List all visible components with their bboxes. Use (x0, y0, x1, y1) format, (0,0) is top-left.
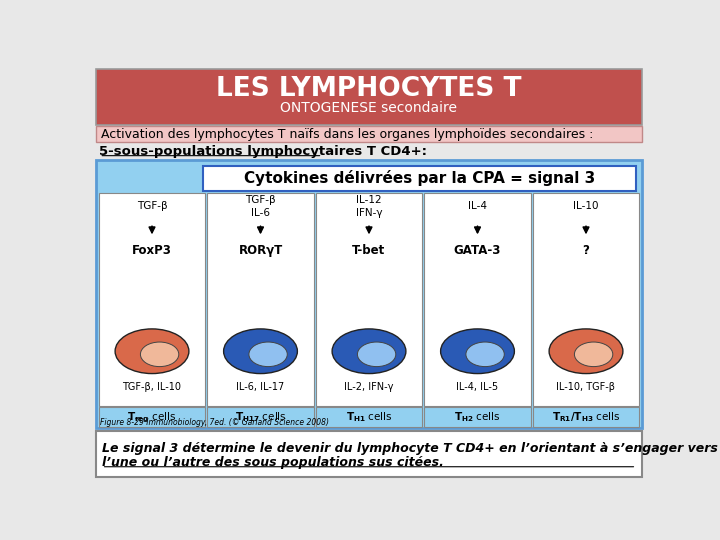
FancyBboxPatch shape (315, 193, 423, 406)
Text: IL-6, IL-17: IL-6, IL-17 (236, 382, 284, 393)
Ellipse shape (441, 329, 514, 374)
Text: GATA-3: GATA-3 (454, 244, 501, 257)
Text: $\mathbf{T_{H2}}$ cells: $\mathbf{T_{H2}}$ cells (454, 410, 501, 424)
FancyBboxPatch shape (533, 193, 639, 406)
Text: TGF-β
IL-6: TGF-β IL-6 (246, 195, 276, 218)
Text: Le signal 3 détermine le devenir du lymphocyte T CD4+ en l’orientant à s’engager: Le signal 3 détermine le devenir du lymp… (102, 442, 718, 455)
FancyBboxPatch shape (96, 430, 642, 477)
Ellipse shape (549, 329, 623, 374)
Text: TGF-β: TGF-β (137, 201, 167, 212)
Ellipse shape (357, 342, 396, 367)
Ellipse shape (249, 342, 287, 367)
Text: IL-12
IFN-γ: IL-12 IFN-γ (356, 195, 382, 218)
Ellipse shape (140, 342, 179, 367)
FancyBboxPatch shape (424, 408, 531, 428)
FancyBboxPatch shape (99, 193, 205, 406)
FancyBboxPatch shape (203, 166, 636, 191)
FancyBboxPatch shape (99, 408, 205, 428)
Text: $\mathbf{T_{reg}}$ cells: $\mathbf{T_{reg}}$ cells (127, 410, 176, 424)
Text: T-bet: T-bet (352, 244, 386, 257)
Text: Activation des lymphocytes T naïfs dans les organes lymphoïdes secondaires :: Activation des lymphocytes T naïfs dans … (101, 127, 593, 140)
FancyBboxPatch shape (96, 160, 642, 428)
Text: 5-sous-populations lymphocytaires T CD4+:: 5-sous-populations lymphocytaires T CD4+… (99, 145, 427, 158)
Ellipse shape (575, 342, 613, 367)
FancyBboxPatch shape (207, 193, 314, 406)
Text: IL-10, TGF-β: IL-10, TGF-β (557, 382, 616, 393)
Text: LES LYMPHOCYTES T: LES LYMPHOCYTES T (216, 77, 522, 103)
Text: Figure 8-29 Immunobiology, 7ed. (© Garland Science 2008): Figure 8-29 Immunobiology, 7ed. (© Garla… (100, 418, 329, 427)
Text: IL-2, IFN-γ: IL-2, IFN-γ (344, 382, 394, 393)
Text: $\mathbf{T_{H17}}$ cells: $\mathbf{T_{H17}}$ cells (235, 410, 287, 424)
Text: $\mathbf{T_{R1}/T_{H3}}$ cells: $\mathbf{T_{R1}/T_{H3}}$ cells (552, 410, 621, 424)
Text: ONTOGENESE secondaire: ONTOGENESE secondaire (281, 101, 457, 115)
Text: $\mathbf{T_{H1}}$ cells: $\mathbf{T_{H1}}$ cells (346, 410, 392, 424)
Text: IL-10: IL-10 (573, 201, 599, 212)
FancyBboxPatch shape (96, 70, 642, 125)
FancyBboxPatch shape (96, 126, 642, 142)
Ellipse shape (115, 329, 189, 374)
Text: ?: ? (582, 244, 590, 257)
Ellipse shape (332, 329, 406, 374)
Text: l’une ou l’autre des sous populations sus citées.: l’une ou l’autre des sous populations su… (102, 456, 444, 469)
Text: TGF-β, IL-10: TGF-β, IL-10 (122, 382, 181, 393)
FancyBboxPatch shape (424, 193, 531, 406)
Text: RORγT: RORγT (238, 244, 283, 257)
FancyBboxPatch shape (315, 408, 423, 428)
FancyBboxPatch shape (207, 408, 314, 428)
Text: IL-4: IL-4 (468, 201, 487, 212)
Text: Cytokines délivrées par la CPA = signal 3: Cytokines délivrées par la CPA = signal … (244, 171, 595, 186)
Ellipse shape (224, 329, 297, 374)
Ellipse shape (466, 342, 504, 367)
Text: IL-4, IL-5: IL-4, IL-5 (456, 382, 498, 393)
FancyBboxPatch shape (533, 408, 639, 428)
Text: FoxP3: FoxP3 (132, 244, 172, 257)
